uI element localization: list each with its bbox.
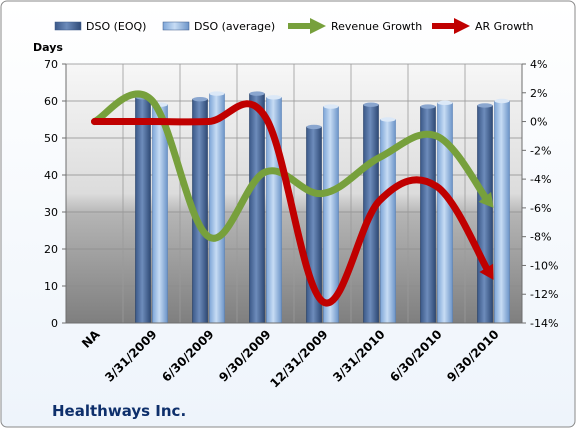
bar-top-cap: [209, 91, 225, 96]
bar-top-cap: [323, 104, 339, 109]
bars: [135, 91, 510, 324]
left-tick-label: 50: [44, 132, 58, 145]
legend-label-dso-average-: DSO (average): [194, 20, 275, 33]
legend-label-revenue-growth: Revenue Growth: [331, 20, 422, 33]
bar-top-cap: [494, 98, 510, 104]
left-tick-label: 0: [51, 317, 58, 330]
bar-top-cap: [477, 103, 493, 108]
company-label: Healthways Inc.: [52, 402, 186, 420]
axes: [65, 64, 523, 324]
series-lines: [91, 90, 494, 307]
bar-dso-eoq: [249, 93, 265, 324]
right-tick-label: 0%: [530, 116, 547, 129]
legend-arrow-ar-growth: [454, 18, 470, 34]
legend-swatch-dso-eoq-: [54, 21, 82, 31]
arrowhead-ar-growth: [479, 263, 494, 280]
left-tick-label: 70: [44, 58, 58, 71]
legend-swatch-dso-average-: [162, 21, 190, 31]
right-tick-label: 4%: [530, 58, 547, 71]
bar-dso-average: [152, 104, 168, 324]
left-tick-label: 20: [44, 243, 58, 256]
left-tick-label: 10: [44, 280, 58, 293]
legend-arrow-revenue-growth: [310, 18, 326, 34]
left-tick-label: 40: [44, 169, 58, 182]
arrowhead-revenue-growth: [478, 191, 494, 208]
right-tick-label: 2%: [530, 87, 547, 100]
right-tick-label: -8%: [530, 231, 551, 244]
bar-dso-eoq: [420, 106, 436, 324]
right-tick-label: -10%: [530, 259, 558, 272]
right-tick-label: -14%: [530, 317, 558, 330]
bar-top-cap: [266, 95, 282, 100]
legend: DSO (EOQ) DSO (average) Revenue Growth AR G…: [54, 18, 534, 34]
left-tick-label: 60: [44, 95, 58, 108]
bar-top-cap: [437, 100, 453, 106]
bar-dso-eoq: [135, 97, 151, 324]
legend-label-dso-eoq-: DSO (EOQ): [86, 20, 146, 33]
left-axis-ticks: 0 10 20 30 40 50 60 70: [44, 58, 66, 330]
bar-top-cap: [306, 124, 322, 130]
bar-top-cap: [420, 104, 436, 109]
y-axis-title: Days: [33, 41, 63, 54]
series-line-ar-growth: [91, 100, 492, 307]
series-line-revenue-growth: [91, 90, 491, 242]
bar-dso-average: [494, 100, 510, 324]
bar-top-cap: [192, 96, 208, 102]
right-tick-label: -12%: [530, 288, 558, 301]
bar-dso-average: [209, 93, 225, 324]
left-tick-label: 30: [44, 206, 58, 219]
legend-label-ar-growth: AR Growth: [475, 20, 534, 33]
bar-top-cap: [363, 102, 379, 107]
right-axis-ticks: -14% -12% -10% -8% -6% -4% -2% 0% 2% 4%: [522, 58, 558, 330]
bar-top-cap: [249, 91, 265, 96]
right-tick-label: -4%: [530, 173, 551, 186]
right-tick-label: -2%: [530, 144, 551, 157]
bar-dso-eoq: [477, 105, 493, 324]
bar-top-cap: [380, 117, 396, 122]
right-tick-label: -6%: [530, 202, 551, 215]
